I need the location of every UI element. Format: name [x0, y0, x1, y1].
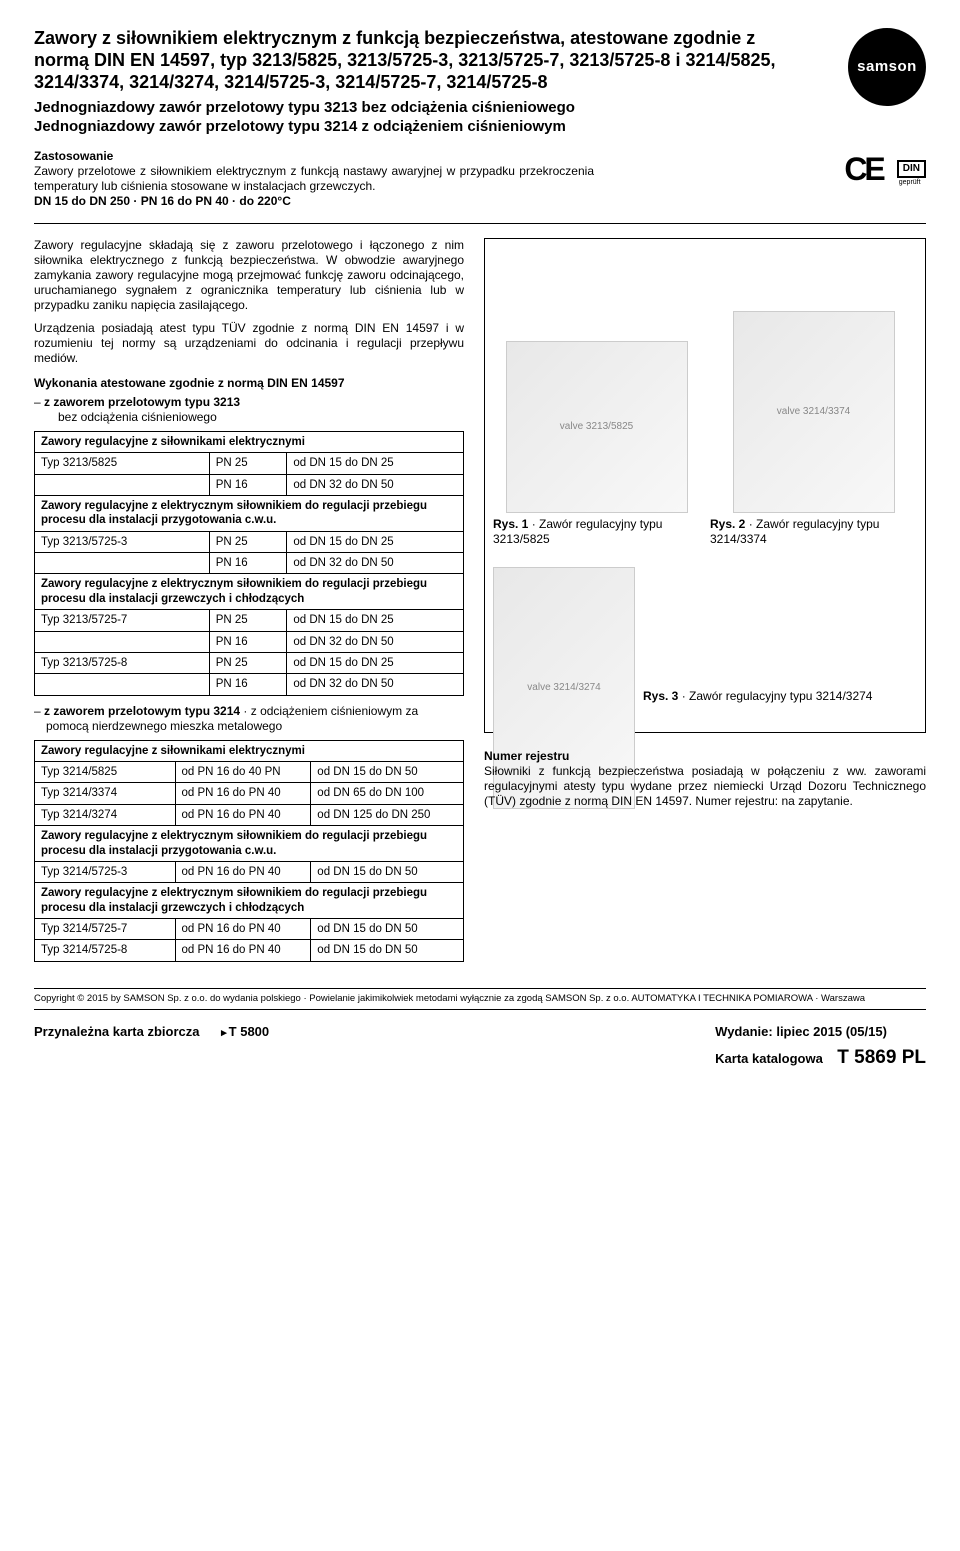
cell: PN 16 [209, 674, 287, 695]
variant-3214-heading: – z zaworem przelotowym typu 3214 · z od… [34, 704, 464, 734]
cell: Typ 3214/5725-8 [35, 940, 176, 961]
table-3214: Zawory regulacyjne z siłownikami elektry… [34, 740, 464, 962]
table-header: Zawory regulacyjne z elektrycznym siłown… [35, 826, 464, 862]
cell: od DN 65 do DN 100 [311, 783, 464, 804]
divider [34, 223, 926, 224]
header: Zawory z siłownikiem elektrycznym z funk… [34, 28, 926, 139]
figure-1: valve 3213/5825 Rys. 1 · Zawór regulacyj… [493, 341, 700, 547]
footer-left-ref: T 5800 [221, 1024, 269, 1039]
valve-image-icon: valve 3214/3374 [733, 311, 895, 513]
cell: PN 16 [209, 553, 287, 574]
footer-left-label: Przynależna karta zbiorcza [34, 1024, 199, 1039]
footer-center: Wydanie: lipiec 2015 (05/15) Karta katal… [715, 1024, 926, 1070]
cell: Typ 3213/5825 [35, 453, 210, 474]
table-header: Zawory regulacyjne z elektrycznym siłown… [35, 495, 464, 531]
din-mark-icon: DIN [897, 160, 926, 178]
footer-doc-type: Karta katalogowa [715, 1051, 823, 1066]
cell: od DN 15 do DN 50 [311, 919, 464, 940]
cell: PN 16 [209, 474, 287, 495]
footer-edition: Wydanie: lipiec 2015 (05/15) [715, 1024, 926, 1040]
cell: od DN 125 do DN 250 [311, 804, 464, 825]
brand-logo: samson [848, 28, 926, 106]
cell: od DN 15 do DN 25 [287, 652, 464, 673]
doc-subtitle: Jednogniazdowy zawór przelotowy typu 321… [34, 98, 794, 137]
cell: od DN 15 do DN 25 [287, 610, 464, 631]
cell: od DN 15 do DN 25 [287, 453, 464, 474]
footer: Przynależna karta zbiorcza T 5800 Wydani… [34, 1024, 926, 1070]
cell: Typ 3213/5725-8 [35, 652, 210, 673]
doc-title: Zawory z siłownikiem elektrycznym z funk… [34, 28, 794, 94]
figure-box: valve 3213/5825 Rys. 1 · Zawór regulacyj… [484, 238, 926, 733]
cell [35, 474, 210, 495]
table-header: Zawory regulacyjne z siłownikami elektry… [35, 431, 464, 452]
table-header: Zawory regulacyjne z siłownikami elektry… [35, 740, 464, 761]
application-range: DN 15 do DN 250 · PN 16 do PN 40 · do 22… [34, 194, 594, 209]
cell: od DN 15 do DN 50 [311, 940, 464, 961]
cell: od PN 16 do PN 40 [175, 861, 311, 882]
copyright-line: Copyright © 2015 by SAMSON Sp. z o.o. do… [34, 988, 926, 1010]
cell [35, 631, 210, 652]
cell: od PN 16 do 40 PN [175, 762, 311, 783]
figure-1-caption: Rys. 1 · Zawór regulacyjny typu 3213/582… [493, 517, 700, 547]
valve-image-icon: valve 3213/5825 [506, 341, 688, 513]
cell: Typ 3214/3274 [35, 804, 176, 825]
ce-mark-icon: CE [844, 153, 882, 185]
paragraph-2: Urządzenia posiadają atest typu TÜV zgod… [34, 321, 464, 366]
cell: od PN 16 do PN 40 [175, 919, 311, 940]
cell [35, 674, 210, 695]
figure-2-caption: Rys. 2 · Zawór regulacyjny typu 3214/337… [710, 517, 917, 547]
register-text: Siłowniki z funkcją bezpieczeństwa posia… [484, 764, 926, 809]
figure-2: valve 3214/3374 Rys. 2 · Zawór regulacyj… [710, 311, 917, 547]
cell: od PN 16 do PN 40 [175, 940, 311, 961]
figure-3-caption: Rys. 3 · Zawór regulacyjny typu 3214/327… [643, 689, 872, 704]
cell: od DN 15 do DN 50 [311, 861, 464, 882]
right-column: valve 3213/5825 Rys. 1 · Zawór regulacyj… [484, 238, 926, 970]
register-heading: Numer rejestru [484, 749, 926, 764]
paragraph-1: Zawory regulacyjne składają się z zaworu… [34, 238, 464, 313]
cell: Typ 3213/5725-3 [35, 531, 210, 552]
footer-doc-number: T 5869 PL [837, 1047, 926, 1068]
cell: Typ 3214/5825 [35, 762, 176, 783]
main-content: Zawory regulacyjne składają się z zaworu… [34, 238, 926, 970]
section-heading: Wykonania atestowane zgodnie z normą DIN… [34, 376, 464, 391]
cell: Typ 3214/5725-7 [35, 919, 176, 940]
table-3213: Zawory regulacyjne z siłownikami elektry… [34, 431, 464, 696]
application-block: Zastosowanie Zawory przelotowe z siłowni… [34, 149, 594, 209]
cert-marks: CE DIN [844, 153, 926, 185]
cell: PN 16 [209, 631, 287, 652]
cell: PN 25 [209, 453, 287, 474]
table-header: Zawory regulacyjne z elektrycznym siłown… [35, 574, 464, 610]
cell: PN 25 [209, 610, 287, 631]
cell: od PN 16 do PN 40 [175, 783, 311, 804]
cell: Typ 3214/5725-3 [35, 861, 176, 882]
cell: od DN 32 do DN 50 [287, 631, 464, 652]
cell: od DN 15 do DN 25 [287, 531, 464, 552]
cell: PN 25 [209, 652, 287, 673]
figure-3: valve 3214/3274 Rys. 3 · Zawór regulacyj… [493, 567, 917, 704]
cell: Typ 3213/5725-7 [35, 610, 210, 631]
cell: od DN 32 do DN 50 [287, 674, 464, 695]
footer-left: Przynależna karta zbiorcza T 5800 [34, 1024, 269, 1070]
cell [35, 553, 210, 574]
application-heading: Zastosowanie [34, 149, 594, 164]
register-number-block: Numer rejestru Siłowniki z funkcją bezpi… [484, 749, 926, 809]
cell: od PN 16 do PN 40 [175, 804, 311, 825]
application-text: Zawory przelotowe z siłownikiem elektryc… [34, 164, 594, 194]
cell: od DN 15 do DN 50 [311, 762, 464, 783]
cell: od DN 32 do DN 50 [287, 474, 464, 495]
table-header: Zawory regulacyjne z elektrycznym siłown… [35, 883, 464, 919]
cell: Typ 3214/3374 [35, 783, 176, 804]
left-column: Zawory regulacyjne składają się z zaworu… [34, 238, 464, 970]
variant-3213-heading: – z zaworem przelotowym typu 3213 bez od… [34, 395, 464, 425]
cell: PN 25 [209, 531, 287, 552]
cell: od DN 32 do DN 50 [287, 553, 464, 574]
